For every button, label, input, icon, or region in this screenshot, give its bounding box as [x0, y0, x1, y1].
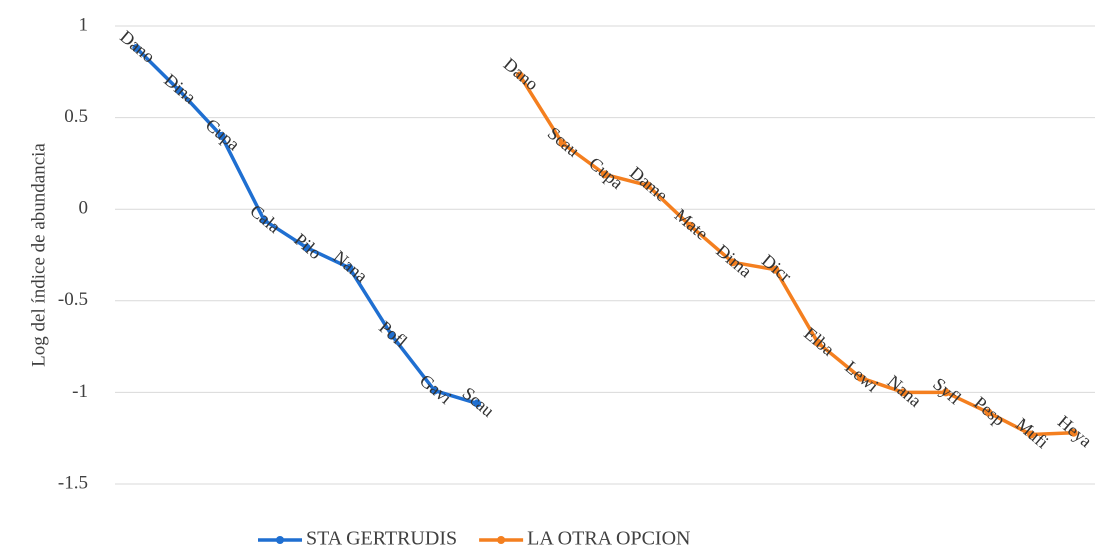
series-line: [518, 74, 1074, 437]
data-point: [345, 263, 354, 272]
data-point: [771, 265, 780, 274]
y-tick-label: -0.5: [58, 289, 88, 310]
point-label: Nana: [330, 247, 372, 287]
y-tick-label: 1: [79, 14, 89, 35]
data-point: [814, 338, 823, 347]
legend-label: STA GERTRUDIS: [306, 528, 457, 550]
point-label: Heya: [1054, 411, 1096, 451]
data-point: [941, 388, 950, 397]
point-label: Cupa: [585, 153, 627, 193]
point-label: Lewi: [841, 357, 882, 396]
point-label: Nana: [883, 371, 925, 411]
y-tick-label: -1.5: [58, 472, 88, 493]
data-point: [387, 331, 396, 340]
point-label: Dame: [626, 162, 672, 205]
data-point: [473, 399, 482, 408]
data-point: [984, 408, 993, 417]
data-point: [260, 216, 269, 225]
point-label: Pofl: [375, 317, 411, 352]
data-point: [515, 71, 524, 80]
data-point: [601, 170, 609, 179]
data-point: [217, 131, 226, 140]
point-label: Dima: [712, 240, 755, 281]
y-tick-label: 0: [79, 198, 89, 219]
data-point: [643, 181, 652, 190]
data-point: [728, 258, 737, 267]
legend-marker: [497, 536, 506, 544]
data-point: [132, 43, 141, 52]
data-point: [1069, 428, 1078, 437]
y-tick-label: -1: [72, 381, 88, 402]
point-label: Dano: [500, 54, 543, 94]
point-label: Pesp: [970, 393, 1009, 430]
data-point: [899, 388, 908, 397]
legend-label: LA OTRA OPCION: [527, 528, 690, 550]
y-tick-label: 0.5: [64, 106, 88, 127]
point-label: Mufi: [1012, 414, 1052, 452]
data-point: [302, 243, 311, 252]
data-point: [1027, 430, 1036, 439]
y-axis-label: Log del índice de abundancia: [28, 143, 49, 367]
point-label: Dicr: [758, 250, 795, 286]
point-label: Pilo: [290, 229, 325, 263]
data-point: [558, 139, 567, 148]
data-point: [856, 373, 865, 382]
data-point: [430, 386, 439, 395]
data-point: [686, 221, 695, 230]
legend-marker: [276, 536, 284, 544]
point-label: Scau: [459, 383, 499, 421]
point-label: Dano: [116, 26, 159, 66]
data-point: [174, 86, 183, 95]
point-label: Syfl: [929, 374, 965, 409]
